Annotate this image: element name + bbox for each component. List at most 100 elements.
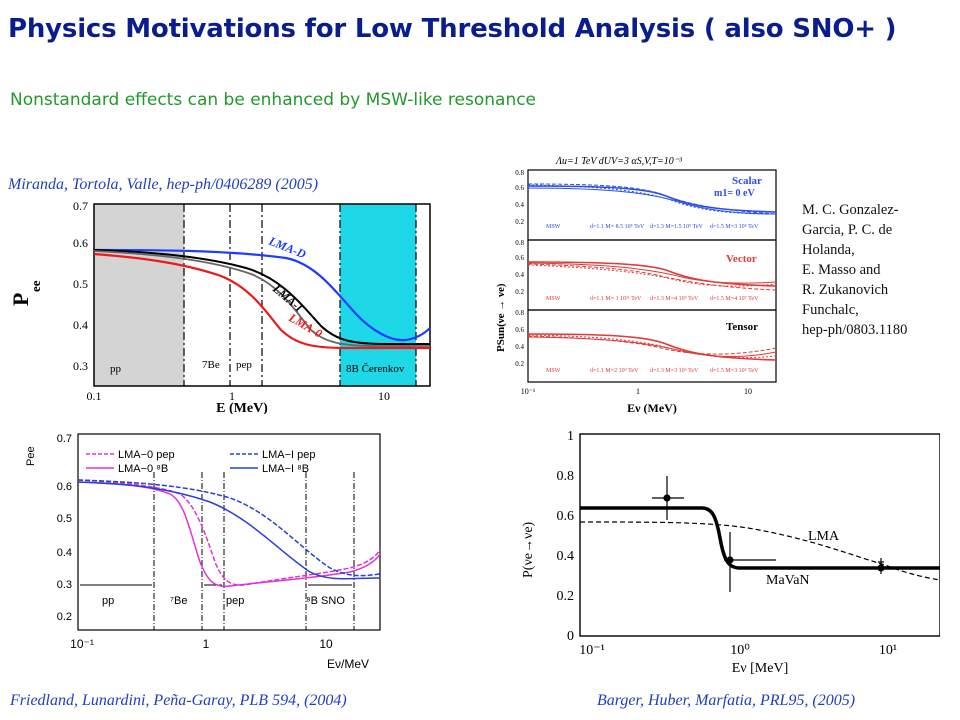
legend-entry: MSW	[546, 368, 561, 374]
legend-entry: LMA−0 pep	[118, 449, 175, 461]
y-axis-label: Pee	[25, 446, 37, 466]
y-tick-label: 0.8	[515, 239, 524, 247]
scalar-curves	[527, 183, 777, 215]
pp-shaded-region	[94, 204, 184, 386]
region-label: ⁷Be	[170, 595, 187, 607]
cerenkov-cyan-region	[340, 204, 416, 386]
x-tick-label: 10	[378, 389, 390, 403]
y-axis-label: PSun(νe → νe)	[495, 283, 507, 352]
y-tick-labels: 0.2 0.3 0.4 0.5 0.6 0.7	[57, 433, 72, 623]
x-tick-label: 1	[203, 637, 210, 651]
region-label: pep	[226, 595, 244, 607]
legend-entry: d=1.5 M=4 10⁷ TeV	[710, 296, 759, 302]
panel-label-scalar-mass: m1= 0 eV	[714, 188, 755, 199]
x-tick-labels: 0.1 1 10	[87, 389, 391, 403]
y-tick-label: 0.2	[557, 589, 575, 604]
legend-entry: MSW	[546, 224, 561, 230]
y-tick-labels: 0.8 0.6 0.4 0.2 0.8 0.6 0.4 0.2 0.8 0.6 …	[515, 169, 524, 368]
legend-entry: LMA−0 ⁸B	[118, 463, 168, 475]
plot-miranda: LMA-D LMA-I LMA-0 0.3 0.4 0.5 0.6 0.7 P …	[8, 199, 431, 414]
region-labels: pp 7Be pep 8B Čerenkov	[110, 359, 405, 375]
y-tick-label: 0.3	[57, 579, 72, 591]
plot-friedland: LMA−0 pep LMA−0 ⁸B LMA−I pep LMA−I ⁸B pp…	[25, 433, 381, 671]
lma-i-curve-black	[93, 249, 430, 345]
y-tick-label: 0.2	[515, 288, 524, 296]
lma-label: LMA	[808, 529, 840, 544]
x-tick-label: 10¹	[879, 643, 897, 658]
y-tick-label: 0.6	[57, 481, 72, 493]
y-tick-label: 0.6	[515, 326, 524, 334]
plot-gonzalez: Λu=1 TeV dUV=3 αS,V,T=10⁻³ Scalar m1= 0 …	[495, 156, 777, 415]
x-tick-labels: 10⁻¹ 1 10	[70, 637, 333, 651]
y-tick-label: 0.3	[73, 359, 88, 373]
legend-vector: MSW d=1.1 M= 1 10¹¹ TeV d=1.3 M=4 10⁹ Te…	[546, 296, 759, 302]
x-axis-label: Eν/MeV	[327, 657, 369, 671]
y-tick-label: 0.8	[515, 309, 524, 317]
y-tick-label: 0.6	[73, 236, 88, 250]
legend-labels: LMA−0 pep LMA−0 ⁸B LMA−I pep LMA−I ⁸B	[118, 449, 316, 475]
citation-line: R. Zukanovich	[802, 282, 889, 298]
citation-line: Holanda,	[802, 242, 855, 258]
citation-line: Garcia, P. C. de	[802, 222, 893, 238]
y-tick-label: 0.6	[515, 184, 524, 192]
plot-header: Λu=1 TeV dUV=3 αS,V,T=10⁻³	[555, 156, 683, 167]
x-tick-label: 1	[229, 389, 235, 403]
y-tick-label: 0.2	[57, 611, 72, 623]
y-tick-label: 0.4	[515, 343, 524, 351]
legend-entry: d=1.1 M= 8.5 10⁵ TeV	[590, 224, 645, 230]
plot-frame	[77, 433, 381, 631]
citation-line: M. C. Gonzalez-	[802, 202, 899, 218]
citation-line: hep-ph/0803.1180	[802, 322, 908, 338]
y-tick-label: 0.4	[515, 201, 524, 209]
mavan-curve	[580, 506, 940, 570]
y-tick-label: 1	[567, 429, 574, 444]
legend-entry: d=1.5 M=3 10⁵ TeV	[710, 368, 759, 374]
x-tick-label: 10⁻¹	[70, 637, 94, 651]
mavan-label: MaVaN	[766, 573, 810, 588]
y-tick-label: 0.4	[57, 547, 72, 559]
region-label: ⁸B SNO	[306, 595, 345, 607]
legend-entry: d=1.3 M=1.5 10⁵ TeV	[650, 224, 703, 230]
y-tick-labels: 0.3 0.4 0.5 0.6 0.7	[73, 199, 88, 373]
legend-scalar: MSW d=1.1 M= 8.5 10⁵ TeV d=1.3 M=1.5 10⁵…	[546, 224, 759, 230]
y-tick-label: 0.7	[73, 199, 88, 213]
y-tick-label: 0.8	[515, 169, 524, 177]
y-tick-labels: 0 0.2 0.4 0.6 0.8 1	[557, 429, 575, 644]
legend-entry: LMA−I ⁸B	[262, 463, 309, 475]
y-tick-label: 0.4	[557, 549, 575, 564]
plot-barger: LMA MaVaN 0 0.2 0.4 0.6 0.8 1 P(νe→νe) 1…	[521, 429, 940, 676]
region-label: 7Be	[202, 359, 220, 371]
region-label: pep	[236, 359, 252, 371]
vector-curves	[527, 261, 777, 291]
panel-frame	[527, 309, 777, 383]
citation-line: E. Masso and	[802, 262, 881, 278]
y-tick-label: 0.5	[57, 513, 72, 525]
x-tick-label: 1	[636, 387, 640, 396]
x-tick-label: 10⁰	[730, 643, 750, 658]
x-tick-label: 10	[744, 387, 752, 396]
y-axis-label: P(νe→νe)	[521, 521, 536, 578]
y-tick-label: 0	[567, 629, 574, 644]
lma-0-curve	[93, 252, 430, 350]
slide-title: Physics Motivations for Low Threshold An…	[8, 14, 897, 44]
citation-barger: Barger, Huber, Marfatia, PRL95, (2005)	[597, 692, 856, 709]
legend-entry: MSW	[546, 296, 561, 302]
slide-subtitle: Nonstandard effects can be enhanced by M…	[10, 90, 537, 110]
y-tick-label: 0.8	[557, 469, 575, 484]
y-tick-label: 0.2	[515, 218, 524, 226]
y-tick-label: 0.6	[515, 254, 524, 262]
panel-label-vector: Vector	[726, 253, 757, 265]
lma-d-curve	[93, 248, 431, 342]
y-tick-label: 0.6	[557, 509, 575, 524]
legend-tensor: MSW d=1.1 M=2 10⁹ TeV d=1.3 M=3 10⁶ TeV …	[546, 368, 759, 374]
x-axis-label: E (MeV)	[216, 401, 268, 414]
y-axis-label-sub: ee	[28, 280, 43, 292]
plot-frame	[579, 433, 940, 637]
y-tick-label: 0.5	[73, 277, 88, 291]
region-dividers	[153, 472, 355, 630]
tensor-curves	[527, 333, 777, 361]
lma-0-label: LMA-0	[286, 310, 325, 341]
x-axis-label: Eν (MeV)	[627, 401, 677, 415]
y-tick-label: 0.7	[57, 433, 72, 445]
y-axis-label: P	[8, 293, 33, 306]
